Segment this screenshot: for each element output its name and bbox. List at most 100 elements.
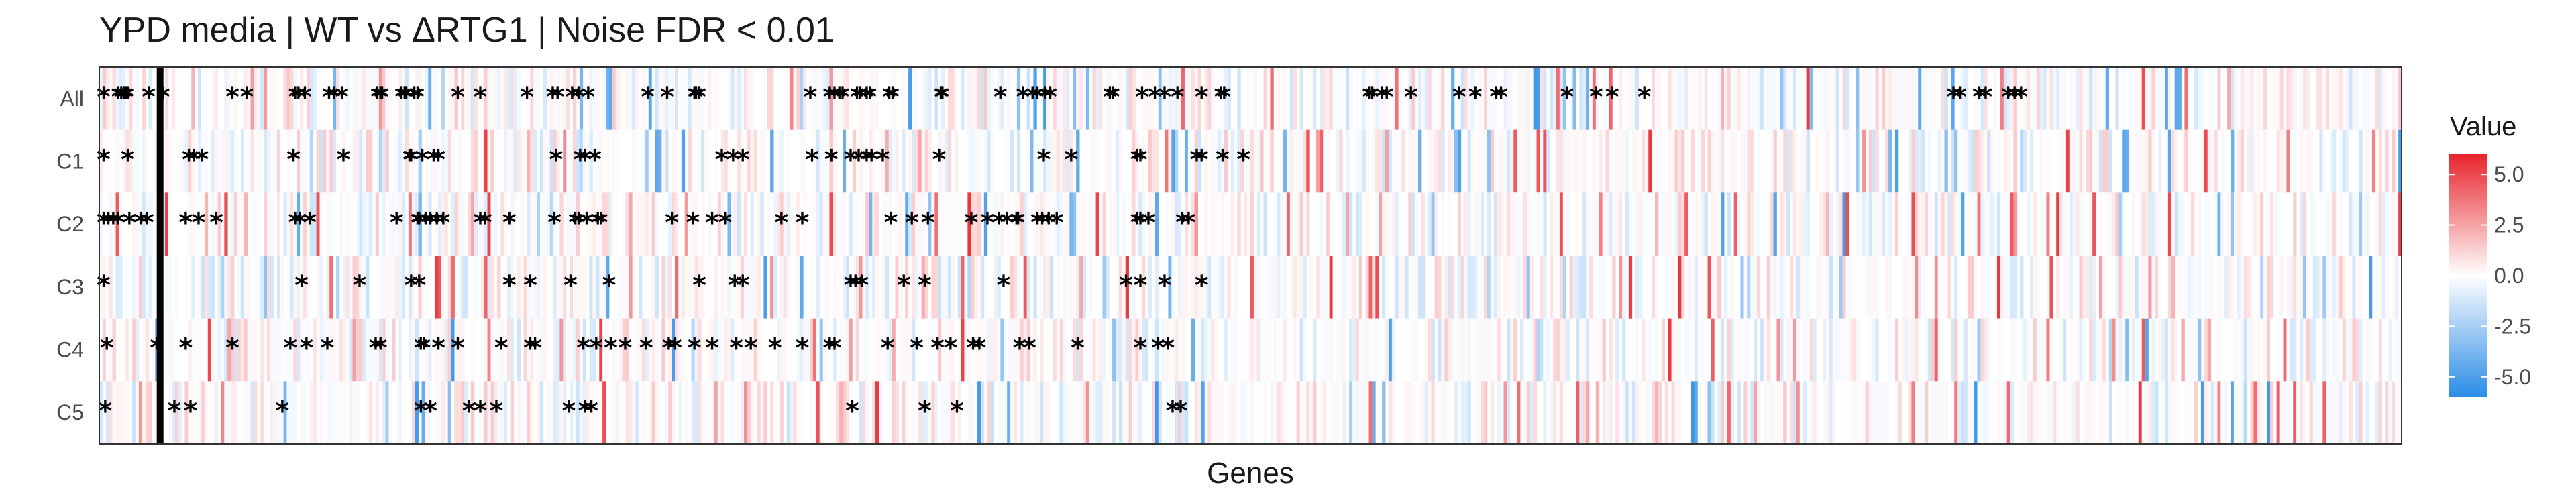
significance-star: * <box>688 333 702 364</box>
heatmap-cell <box>2233 318 2238 382</box>
heatmap-cell <box>1868 67 1873 130</box>
heatmap-cell <box>2217 67 2221 130</box>
heatmap-cell <box>382 318 386 382</box>
heatmap-cell <box>878 381 883 444</box>
heatmap-cell <box>1835 318 1840 382</box>
heatmap-cell <box>178 129 182 193</box>
heatmap-cell <box>665 129 669 193</box>
heatmap-cell <box>454 67 458 130</box>
heatmap-cell <box>1217 256 1222 319</box>
heatmap-cell <box>145 318 149 382</box>
heatmap-cell <box>119 381 123 444</box>
heatmap-cell <box>579 318 584 382</box>
heatmap-cell <box>1073 381 1077 444</box>
heatmap-cell <box>1507 129 1511 193</box>
heatmap-cell <box>234 381 238 444</box>
heatmap-cell <box>1970 318 1975 382</box>
significance-star: * <box>97 270 111 301</box>
heatmap-cell <box>994 318 998 382</box>
heatmap-cell <box>862 256 866 319</box>
significance-star: * <box>431 145 445 176</box>
heatmap-cell <box>2098 256 2103 319</box>
heatmap-cell <box>102 318 107 382</box>
heatmap-cell <box>1517 67 1521 130</box>
heatmap-cell <box>378 256 383 319</box>
heatmap-cell <box>458 381 462 444</box>
heatmap-cell <box>2302 318 2307 382</box>
heatmap-cell <box>947 192 952 256</box>
heatmap-cell <box>451 318 455 382</box>
heatmap-cell <box>510 381 515 444</box>
heatmap-cell <box>2198 192 2202 256</box>
heatmap-cell <box>2089 67 2093 130</box>
heatmap-cell <box>1322 67 1327 130</box>
heatmap-cell <box>859 381 863 444</box>
heatmap-cell <box>1497 381 1501 444</box>
significance-star: * <box>997 270 1011 301</box>
heatmap-cell <box>1063 381 1067 444</box>
heatmap-cell <box>1707 381 1711 444</box>
heatmap-cell <box>612 318 616 382</box>
heatmap-cell <box>1754 67 1758 130</box>
heatmap-cell <box>1076 192 1080 256</box>
heatmap-cell <box>329 256 333 319</box>
heatmap-cell <box>201 256 205 319</box>
heatmap-cell <box>398 256 402 319</box>
heatmap-cell <box>2359 256 2363 319</box>
heatmap-cell <box>589 256 593 319</box>
heatmap-cell <box>734 256 738 319</box>
heatmap-cell <box>1625 381 1629 444</box>
heatmap-cell <box>974 67 978 130</box>
heatmap-cell <box>1115 256 1120 319</box>
heatmap-cell <box>1431 129 1435 193</box>
heatmap-cell <box>1464 67 1468 130</box>
heatmap-cell <box>319 256 323 319</box>
heatmap-cell <box>461 381 465 444</box>
heatmap-cell <box>1165 129 1169 193</box>
heatmap-cell <box>1721 192 1725 256</box>
heatmap-cell <box>961 256 965 319</box>
heatmap-cell <box>977 318 981 382</box>
heatmap-cell <box>1517 256 1521 319</box>
heatmap-cell <box>2164 67 2169 130</box>
heatmap-cell <box>990 129 994 193</box>
significance-star: * <box>111 82 125 113</box>
heatmap-cell <box>109 67 113 130</box>
heatmap-cell <box>148 381 152 444</box>
heatmap-cell <box>1155 318 1159 382</box>
heatmap-cell <box>1109 318 1113 382</box>
heatmap-cell <box>974 318 978 382</box>
heatmap-cell <box>872 129 876 193</box>
heatmap-cell <box>1451 129 1455 193</box>
heatmap-cell <box>523 129 527 193</box>
heatmap-cell <box>500 318 504 382</box>
heatmap-cell <box>1211 129 1215 193</box>
heatmap-cell <box>941 192 945 256</box>
heatmap-cell <box>1336 381 1340 444</box>
heatmap-cell <box>1013 381 1018 444</box>
heatmap-cell <box>1349 192 1353 256</box>
heatmap-cell <box>2385 256 2389 319</box>
heatmap-cell <box>1602 318 1606 382</box>
heatmap-cell <box>1178 256 1182 319</box>
heatmap-cell <box>1342 256 1346 319</box>
heatmap-cell <box>270 129 274 193</box>
heatmap-cell <box>757 381 761 444</box>
heatmap-cell <box>839 381 843 444</box>
heatmap-cell <box>1319 318 1324 382</box>
heatmap-cell <box>694 192 698 256</box>
heatmap-cell <box>211 256 215 319</box>
heatmap-cell <box>1721 318 1725 382</box>
heatmap-cell <box>2089 256 2093 319</box>
heatmap-cell <box>602 256 606 319</box>
heatmap-cell <box>1349 318 1353 382</box>
heatmap-cell <box>579 256 584 319</box>
heatmap-cell <box>1487 129 1491 193</box>
heatmap-cell <box>1382 129 1386 193</box>
heatmap-cell <box>1934 381 1939 444</box>
heatmap-cell <box>1823 67 1827 130</box>
heatmap-cell <box>602 192 606 256</box>
heatmap-cell <box>862 381 866 444</box>
heatmap-cell <box>635 318 639 382</box>
heatmap-cell <box>1970 129 1975 193</box>
